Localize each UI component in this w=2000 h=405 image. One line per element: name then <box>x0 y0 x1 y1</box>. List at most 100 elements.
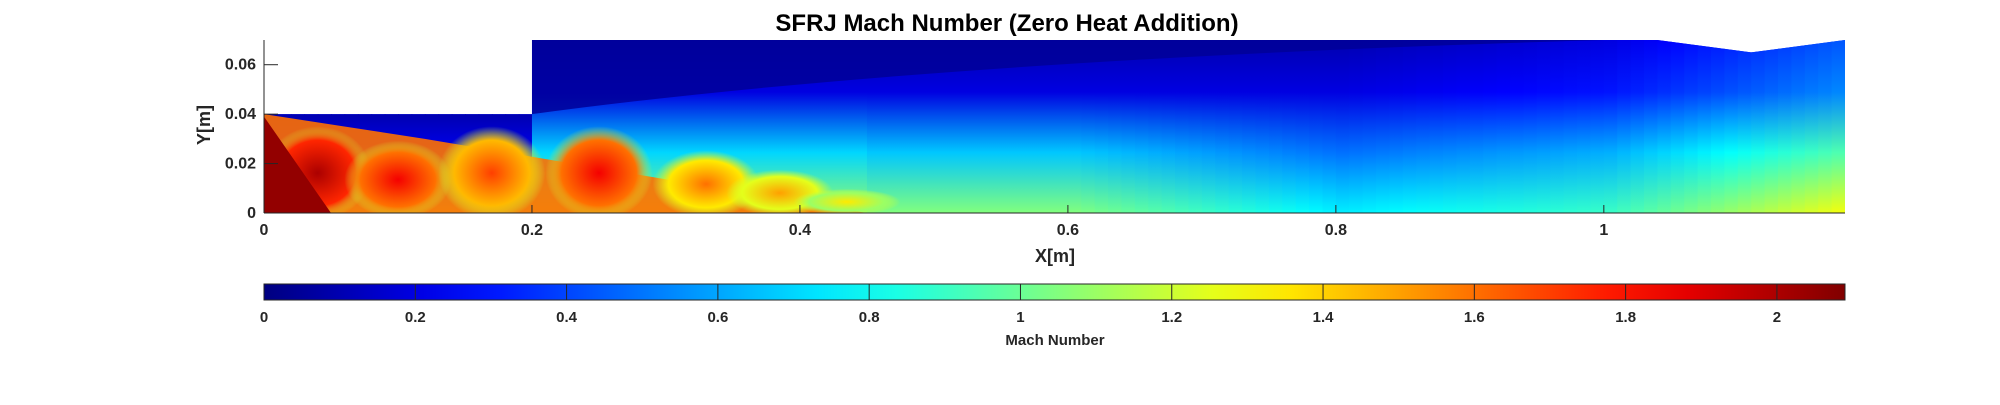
field-column <box>907 40 922 213</box>
field-column <box>1764 40 1780 213</box>
field-column <box>1108 40 1123 213</box>
y-tick-label: 0.06 <box>225 57 256 74</box>
field-column <box>1711 40 1726 213</box>
field-column <box>1818 40 1833 213</box>
field-column <box>1657 40 1672 213</box>
field-column <box>1188 40 1203 213</box>
field-column <box>1067 40 1083 213</box>
field-column <box>947 40 962 213</box>
field-column <box>1590 40 1605 213</box>
field-column <box>1577 40 1592 213</box>
field-column <box>1778 40 1793 213</box>
field-column <box>1483 40 1498 213</box>
colorbar-tick-label: 0.8 <box>859 309 880 326</box>
field-column <box>1268 40 1284 213</box>
y-tick-label: 0.04 <box>225 106 256 123</box>
field-column <box>1081 40 1096 213</box>
field-column <box>1148 40 1163 213</box>
field-column <box>974 40 989 213</box>
field-column <box>826 40 842 213</box>
field-column <box>1563 40 1579 213</box>
colorbar-tick-label: 1.8 <box>1615 309 1636 326</box>
field-column <box>1416 40 1431 213</box>
chart-title: SFRJ Mach Number (Zero Heat Addition) <box>775 10 1238 37</box>
field-column <box>840 40 855 213</box>
field-column <box>1684 40 1699 213</box>
recirculation-zone <box>531 40 1604 115</box>
field-column <box>1362 40 1378 213</box>
colorbar-tick-label: 1 <box>1016 309 1024 326</box>
colorbar-tick-label: 0.6 <box>707 309 728 326</box>
field-column <box>1161 40 1177 213</box>
y-tick-label: 0.02 <box>225 156 256 173</box>
field-column <box>1322 40 1337 213</box>
field-column <box>1335 40 1351 213</box>
colorbar-tick-label: 0.2 <box>405 309 426 326</box>
y-axis-label: Y[m] <box>194 105 214 145</box>
field-column <box>1617 40 1632 213</box>
field-column <box>1644 40 1659 213</box>
field-column <box>1831 40 1845 213</box>
colorbar-tick-label: 1.2 <box>1161 309 1182 326</box>
field-column <box>1630 40 1646 213</box>
field-column <box>1510 40 1525 213</box>
field-column <box>1215 40 1230 213</box>
colorbar-label: Mach Number <box>1005 332 1104 349</box>
x-axis-label: X[m] <box>1035 246 1075 266</box>
field-column <box>1175 40 1190 213</box>
field-column <box>1201 40 1217 213</box>
shock-cell <box>344 140 452 213</box>
field-column <box>1121 40 1136 213</box>
field-columns <box>264 40 1845 213</box>
colorbar-bar <box>263 283 1846 301</box>
field-column <box>1402 40 1418 213</box>
field-column <box>1670 40 1686 213</box>
field-column <box>1429 40 1445 213</box>
colorbar-tick-label: 1.4 <box>1313 309 1335 326</box>
axes: 0 0.2 0.4 0.6 0.8 1 0 0.02 0.04 0.06 <box>225 40 1845 239</box>
field-column <box>1309 40 1324 213</box>
field-column <box>1000 40 1016 213</box>
x-tick-label: 1 <box>1599 222 1608 239</box>
shock-cell <box>438 126 546 213</box>
x-tick-label: 0 <box>260 222 269 239</box>
field-column <box>1697 40 1713 213</box>
field-column <box>1496 40 1512 213</box>
field-column <box>893 40 909 213</box>
field-column <box>1389 40 1404 213</box>
field-column <box>880 40 895 213</box>
field-column <box>1751 40 1766 213</box>
colorbar: 0 0.2 0.4 0.6 0.8 1 1.2 1.4 1.6 1.8 2 <box>260 283 1846 326</box>
field-column <box>1469 40 1485 213</box>
shock-cell <box>545 126 653 213</box>
field-column <box>1242 40 1257 213</box>
field-column <box>1737 40 1753 213</box>
field-column <box>1228 40 1244 213</box>
field-column <box>1349 40 1364 213</box>
field-column <box>1134 40 1150 213</box>
field-column <box>1094 40 1110 213</box>
field-column <box>1041 40 1056 213</box>
colorbar-tick-label: 0.4 <box>556 309 578 326</box>
x-tick-label: 0.4 <box>789 222 811 239</box>
field-column <box>933 40 949 213</box>
field-column <box>1027 40 1043 213</box>
field-column <box>1791 40 1806 213</box>
field-column <box>1456 40 1471 213</box>
field-column <box>1014 40 1029 213</box>
colorbar-tick-label: 1.6 <box>1464 309 1485 326</box>
field-column <box>1603 40 1619 213</box>
y-tick-label: 0 <box>247 205 256 222</box>
field-column <box>1376 40 1391 213</box>
mach-field <box>264 40 1845 213</box>
field-column <box>1255 40 1270 213</box>
field-column <box>866 40 882 213</box>
field-column <box>1724 40 1739 213</box>
field-column <box>960 40 976 213</box>
inlet-peak <box>264 116 331 213</box>
x-tick-label: 0.6 <box>1057 222 1079 239</box>
field-column <box>1523 40 1538 213</box>
field-column <box>920 40 935 213</box>
